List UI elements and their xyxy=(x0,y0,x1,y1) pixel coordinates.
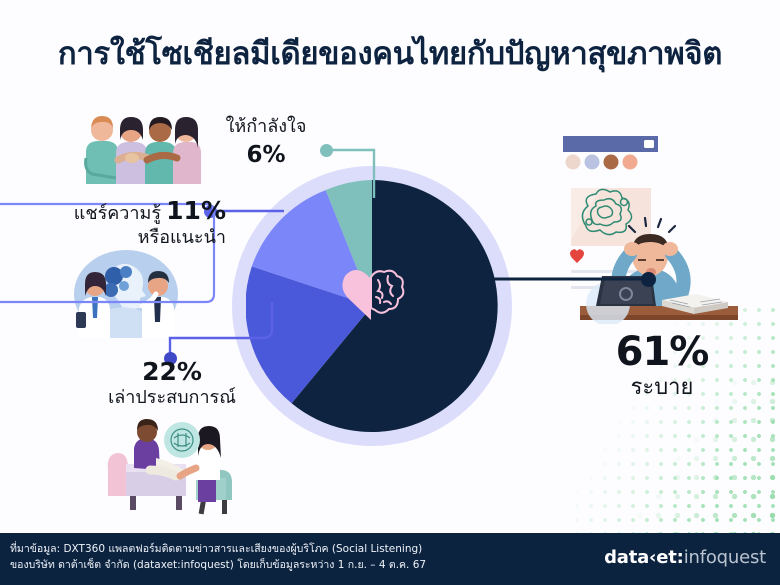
doctors-brain-illustration xyxy=(66,246,186,338)
label-vent-text: ระบาย xyxy=(630,374,694,400)
pie-slices xyxy=(246,180,498,432)
connector-dot-experience xyxy=(164,352,177,365)
dataxet-infoquest-logo: data‹et:infoquest xyxy=(604,547,766,568)
heart-icon xyxy=(570,249,584,263)
source-line-1: ที่มาข้อมูล: DXT360 แพลตฟอร์มติดตามข่าวส… xyxy=(10,543,423,555)
slice-vent xyxy=(291,180,498,432)
heart-brain-icon xyxy=(336,264,406,322)
footer-bar: ที่มาข้อมูล: DXT360 แพลตฟอร์มติดตามข่าวส… xyxy=(0,533,780,585)
stressed-person-laptop-illustration xyxy=(538,128,738,326)
label-vent-pct: 61% xyxy=(615,329,710,375)
logo-dataxet: data‹et: xyxy=(604,547,684,568)
label-share-text-2: หรือแนะนำ xyxy=(137,226,226,248)
label-share-pct: 11% xyxy=(166,196,226,225)
source-note: ที่มาข้อมูล: DXT360 แพลตฟอร์มติดตามข่าวส… xyxy=(10,541,426,574)
label-share: แชร์ความรู้ 11% หรือแนะนำ xyxy=(46,196,226,248)
connector-experience xyxy=(168,302,274,360)
label-experience-pct: 22% xyxy=(142,357,202,386)
label-share-text-1: แชร์ความรู้ xyxy=(73,203,162,224)
connector-share xyxy=(212,209,284,213)
therapy-session-illustration xyxy=(100,418,238,516)
label-encourage-text: ให้กำลังใจ xyxy=(225,116,307,137)
image-icon xyxy=(644,140,654,148)
label-encourage: ให้กำลังใจ 6% xyxy=(196,116,336,169)
slice-share xyxy=(251,190,372,306)
connector-dot-encourage xyxy=(320,144,333,157)
slice-experience xyxy=(246,266,372,404)
label-encourage-pct: 6% xyxy=(246,141,286,168)
connector-vent xyxy=(494,277,644,281)
pie-chart xyxy=(232,166,512,446)
connector-encourage xyxy=(326,148,376,198)
group-hug-illustration xyxy=(70,108,202,186)
source-line-2: ของบริษัท ดาต้าเซ็ต จำกัด (dataxet:infoq… xyxy=(10,559,427,572)
logo-infoquest: infoquest xyxy=(683,547,767,568)
label-experience: 22% เล่าประสบการณ์ xyxy=(96,356,248,410)
label-experience-text: เล่าประสบการณ์ xyxy=(108,387,236,409)
connector-dot-vent xyxy=(641,272,656,287)
page-title: การใช้โซเชียลมีเดียของคนไทยกับปัญหาสุขภา… xyxy=(57,36,723,72)
label-vent: 61% ระบาย xyxy=(588,330,736,400)
connector-share-bracket xyxy=(0,202,216,304)
